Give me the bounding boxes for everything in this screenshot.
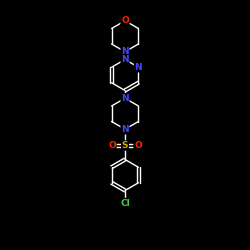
Text: N: N	[121, 125, 129, 134]
Text: O: O	[121, 16, 129, 25]
Text: N: N	[134, 63, 142, 72]
Text: N: N	[121, 55, 129, 64]
Text: O: O	[134, 141, 142, 150]
Text: N: N	[121, 94, 129, 103]
Text: N: N	[121, 47, 129, 56]
Text: O: O	[108, 141, 116, 150]
Text: S: S	[122, 141, 128, 150]
Text: Cl: Cl	[120, 198, 130, 207]
